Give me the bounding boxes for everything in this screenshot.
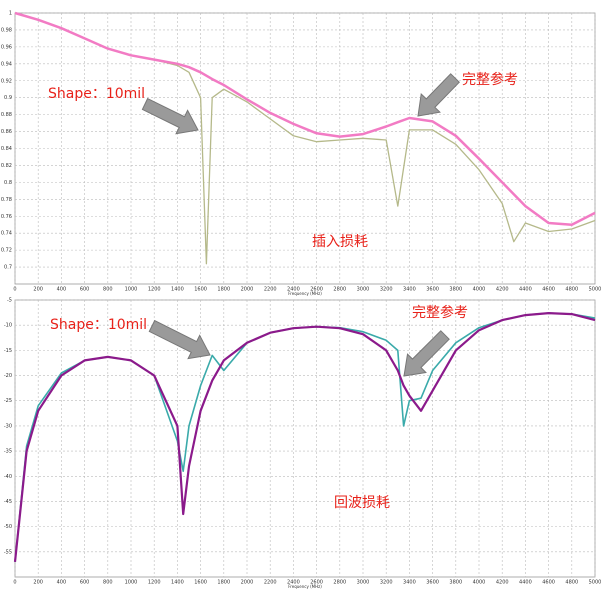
x-tick-label: 2200 (264, 580, 277, 586)
x-tick-label: 4800 (565, 287, 578, 293)
y-tick-label: 0.74 (1, 231, 12, 237)
x-tick-label: 0 (13, 580, 16, 586)
y-tick-label: -15 (4, 348, 12, 354)
x-tick-label: 4800 (565, 580, 578, 586)
x-tick-label: 1000 (125, 580, 138, 586)
x-axis-label: Frequency (MHz) (288, 291, 322, 296)
x-tick-label: 1200 (148, 287, 161, 293)
series-annotation: 完整参考 (412, 304, 468, 321)
x-tick-label: 4200 (496, 580, 509, 586)
y-tick-label: -55 (4, 549, 12, 555)
y-tick-label: 0.76 (1, 214, 12, 220)
y-tick-label: 0.9 (4, 95, 12, 101)
y-tick-label: 0.84 (1, 146, 12, 152)
y-tick-label: 0.82 (1, 163, 12, 169)
y-tick-label: -45 (4, 499, 12, 505)
y-tick-label: 0.98 (1, 27, 12, 33)
series-annotation: Shape：10mil (50, 317, 147, 333)
x-tick-label: 2600 (310, 287, 323, 293)
x-tick-label: 3400 (403, 580, 416, 586)
x-tick-label: 2200 (264, 287, 277, 293)
x-tick-label: 1400 (171, 580, 184, 586)
y-tick-label: -35 (4, 449, 12, 455)
y-tick-label: 0.7 (4, 265, 12, 271)
y-tick-label: -5 (7, 298, 12, 304)
x-tick-label: 3400 (403, 287, 416, 293)
x-tick-label: 600 (80, 580, 90, 586)
y-tick-label: 0.88 (1, 112, 12, 118)
x-tick-label: 2800 (333, 287, 346, 293)
x-tick-label: 3000 (357, 287, 370, 293)
x-tick-label: 400 (57, 287, 67, 293)
y-tick-label: 0.94 (1, 61, 12, 67)
x-axis-label: Frequency (MHz) (288, 584, 322, 589)
x-tick-label: 4400 (519, 580, 532, 586)
arrow (403, 330, 450, 377)
x-tick-label: 4000 (473, 580, 486, 586)
y-tick-label: 0.72 (1, 248, 12, 254)
y-tick-label: 0.8 (4, 180, 12, 186)
x-tick-label: 4600 (542, 580, 555, 586)
arrow (417, 73, 461, 117)
y-tick-label: 0.96 (1, 44, 12, 50)
series-annotation: Shape：10mil (48, 86, 145, 102)
series-line (13, 312, 596, 563)
x-tick-label: 3800 (449, 580, 462, 586)
x-tick-label: 800 (103, 287, 113, 293)
x-tick-label: 2000 (241, 287, 254, 293)
x-tick-label: 400 (57, 580, 67, 586)
x-tick-label: 4400 (519, 287, 532, 293)
x-tick-label: 3800 (449, 287, 462, 293)
y-tick-label: -30 (4, 423, 12, 429)
x-tick-label: 4600 (542, 287, 555, 293)
x-tick-label: 1800 (217, 287, 230, 293)
x-tick-label: 3600 (426, 580, 439, 586)
x-tick-label: 1400 (171, 287, 184, 293)
y-tick-label: 0.78 (1, 197, 12, 203)
series-annotation: 完整参考 (462, 71, 518, 88)
chart-annotation: 插入损耗 (312, 234, 368, 250)
chart-annotation: 回波损耗 (334, 495, 390, 511)
x-tick-label: 200 (33, 580, 43, 586)
x-tick-label: 3200 (380, 580, 393, 586)
x-tick-label: 2000 (241, 580, 254, 586)
arrow (141, 97, 199, 135)
x-tick-label: 4200 (496, 287, 509, 293)
x-tick-label: 200 (33, 287, 43, 293)
x-tick-label: 1600 (194, 287, 207, 293)
y-tick-label: -50 (4, 524, 12, 530)
x-tick-label: 3000 (357, 580, 370, 586)
x-tick-label: 4000 (473, 287, 486, 293)
x-tick-label: 1600 (194, 580, 207, 586)
x-tick-label: 600 (80, 287, 90, 293)
x-tick-label: 5000 (589, 580, 602, 586)
x-tick-label: 3200 (380, 287, 393, 293)
y-tick-label: -20 (4, 373, 12, 379)
x-tick-label: 2400 (287, 287, 300, 293)
x-tick-label: 0 (13, 287, 16, 293)
y-tick-label: -25 (4, 398, 12, 404)
x-tick-label: 1000 (125, 287, 138, 293)
x-tick-label: 2800 (333, 580, 346, 586)
x-tick-label: 5000 (589, 287, 602, 293)
y-tick-label: -10 (4, 323, 12, 329)
x-tick-label: 3600 (426, 287, 439, 293)
x-tick-label: 800 (103, 580, 113, 586)
series-line (14, 11, 596, 226)
y-tick-label: 0.86 (1, 129, 12, 135)
arrow (148, 319, 211, 360)
x-tick-label: 1200 (148, 580, 161, 586)
y-tick-label: -40 (4, 474, 12, 480)
x-tick-label: 2400 (287, 580, 300, 586)
x-tick-label: 1800 (217, 580, 230, 586)
x-tick-label: 2600 (310, 580, 323, 586)
plot-area (14, 299, 596, 578)
y-tick-label: 1 (9, 11, 12, 17)
y-tick-label: 0.92 (1, 78, 12, 84)
